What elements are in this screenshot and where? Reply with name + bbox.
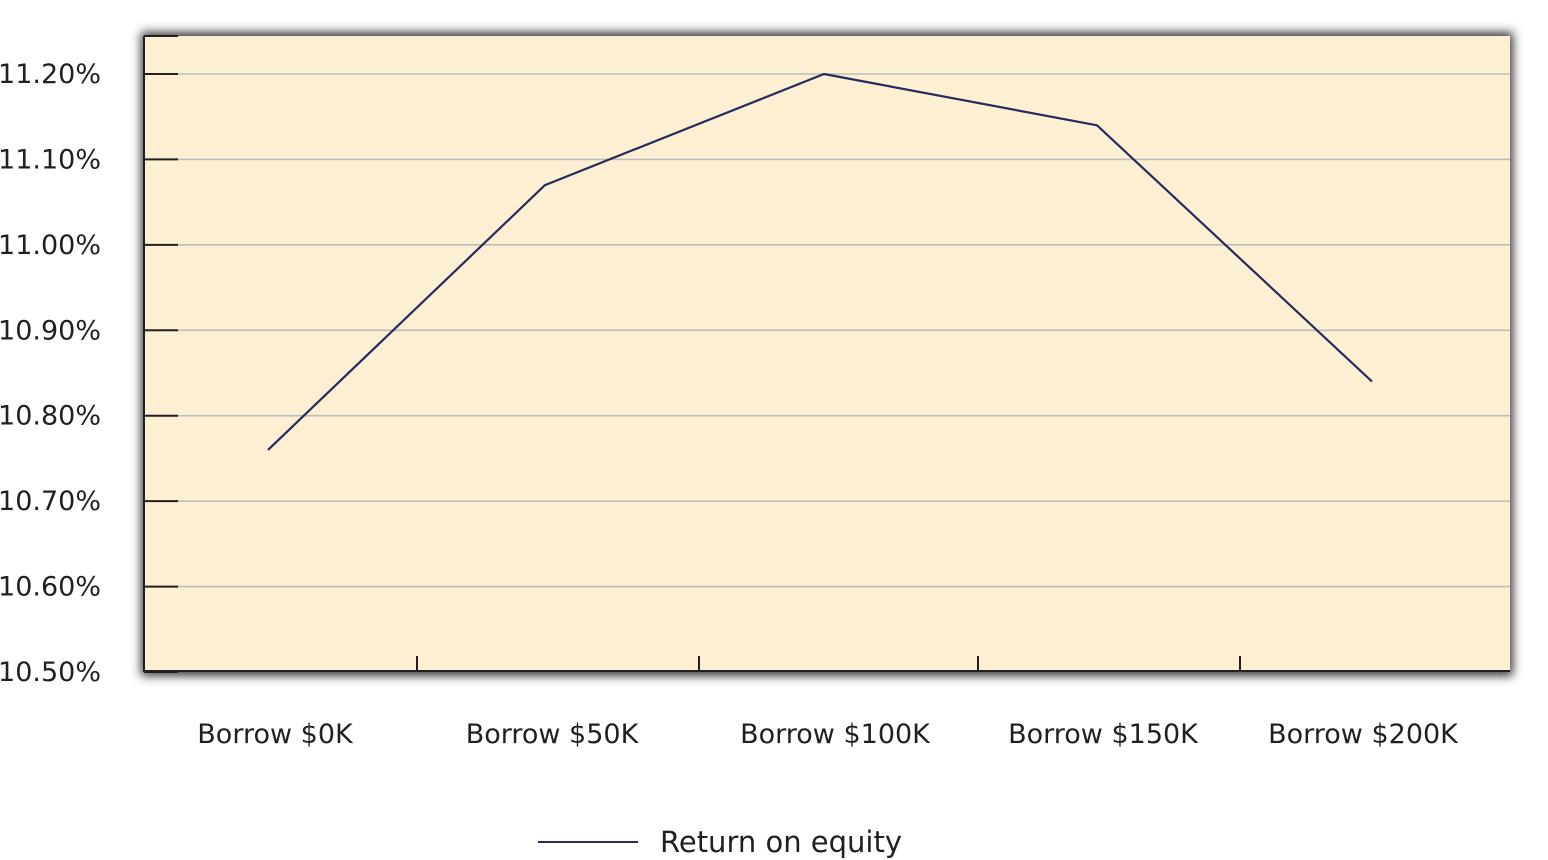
x-tick-label: Borrow $0K — [197, 719, 354, 750]
gridlines — [144, 73, 1510, 588]
y-tick-label: 10.60% — [0, 572, 101, 603]
y-tick-label: 11.00% — [0, 230, 101, 261]
y-tick-label: 11.20% — [0, 59, 101, 90]
legend: Return on equity — [538, 825, 902, 859]
y-tick-label: 10.70% — [0, 486, 101, 517]
y-tick-label: 10.80% — [0, 401, 101, 432]
y-tick-label: 10.50% — [0, 657, 101, 688]
axes — [143, 35, 1510, 673]
legend-label-return-on-equity: Return on equity — [660, 825, 902, 859]
x-tick-label: Borrow $150K — [1008, 719, 1199, 750]
y-tick-label: 11.10% — [0, 144, 101, 175]
x-axis-tick-labels: Borrow $0K Borrow $50K Borrow $100K Borrow … — [197, 719, 1459, 750]
y-axis-tick-labels: 10.50% 10.60% 10.70% 10.80% 10.90% 11.00% 11.1… — [0, 59, 101, 688]
x-tick-label: Borrow $50K — [466, 719, 640, 750]
x-tick-label: Borrow $100K — [740, 719, 931, 750]
y-tick-label: 10.90% — [0, 315, 101, 346]
x-tick-label: Borrow $200K — [1268, 719, 1459, 750]
plot-background — [144, 36, 1510, 672]
series-lines — [267, 72, 1373, 451]
